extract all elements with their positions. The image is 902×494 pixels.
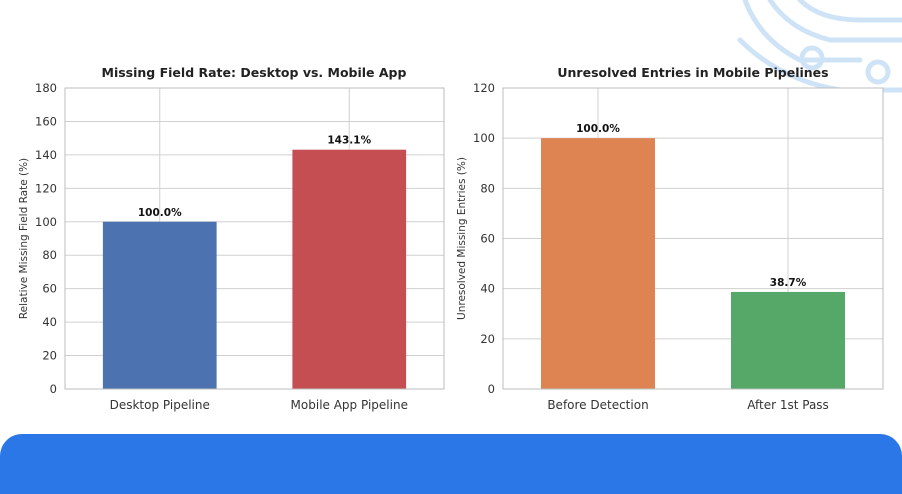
chart-1: 0 20 40 60 80 100 120 140 160 180 100.0% Desktop Pi… — [18, 65, 445, 412]
chart-2: 0 20 40 60 80 100 120 100.0% Before Detection 38.… — [456, 65, 884, 412]
bar-after-1st-pass — [731, 291, 845, 389]
data-label: 143.1% — [327, 135, 371, 147]
y-tick-label: 0 — [50, 382, 57, 396]
x-tick-label: Before Detection — [547, 398, 648, 412]
data-label: 100.0% — [576, 123, 620, 135]
y-tick-label: 40 — [42, 315, 57, 329]
plot-frame — [502, 87, 884, 390]
plot-frame — [64, 87, 445, 390]
charts-figure: 0 20 40 60 80 100 120 140 160 180 100.0% Desktop Pi… — [18, 65, 884, 412]
y-tick-label: 120 — [35, 181, 57, 195]
bar-desktop-pipeline — [102, 221, 217, 389]
x-tick-label: Mobile App Pipeline — [291, 398, 408, 412]
y-tick-label: 100 — [473, 131, 495, 145]
y-tick-label: 0 — [488, 382, 495, 396]
bar-before-detection — [541, 138, 655, 389]
chart-title: Missing Field Rate: Desktop vs. Mobile A… — [102, 65, 407, 80]
y-tick-label: 80 — [480, 181, 495, 195]
x-tick-label: Desktop Pipeline — [110, 398, 210, 412]
y-tick-label: 140 — [35, 148, 57, 162]
y-tick-label: 100 — [35, 215, 57, 229]
y-tick-label: 80 — [42, 248, 57, 262]
y-tick-label: 120 — [473, 81, 495, 95]
y-axis-label: Relative Missing Field Rate (%) — [18, 158, 30, 319]
y-axis-label: Unresolved Missing Entries (%) — [456, 157, 468, 320]
y-tick-label: 40 — [480, 282, 495, 296]
data-label: 38.7% — [770, 277, 807, 289]
y-tick-label: 180 — [35, 81, 57, 95]
x-tick-label: After 1st Pass — [747, 398, 829, 412]
chart-title: Unresolved Entries in Mobile Pipelines — [557, 65, 828, 80]
bar-mobile-app-pipeline — [292, 149, 407, 389]
y-tick-label: 20 — [480, 332, 495, 346]
y-tick-label: 60 — [42, 282, 57, 296]
y-tick-label: 60 — [480, 232, 495, 246]
y-tick-label: 20 — [42, 349, 57, 363]
data-label: 100.0% — [138, 207, 182, 219]
y-tick-label: 160 — [35, 114, 57, 128]
